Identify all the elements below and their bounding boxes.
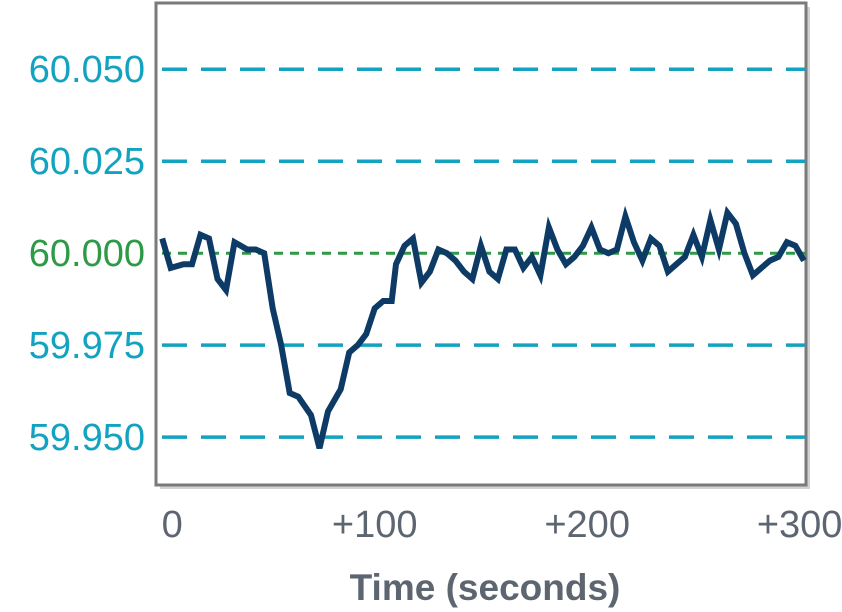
x-tick-label: +100	[332, 504, 418, 546]
y-tick-label: 59.950	[29, 417, 145, 459]
y-tick-label: 60.050	[29, 49, 145, 91]
x-tick-label: +300	[757, 504, 842, 546]
x-tick-label: 0	[162, 504, 183, 546]
x-axis-title: Time (seconds)	[350, 567, 621, 608]
y-tick-label: 60.025	[29, 141, 145, 183]
frequency-series-line	[159, 205, 807, 449]
y-tick-label: 59.975	[29, 325, 145, 367]
x-tick-label: +200	[544, 504, 630, 546]
y-tick-label: 60.000	[29, 233, 145, 275]
x-tick-labels: 0 +100 +200 +300	[162, 504, 842, 546]
y-tick-labels: 60.050 60.025 60.000 59.975 59.950	[29, 49, 145, 459]
